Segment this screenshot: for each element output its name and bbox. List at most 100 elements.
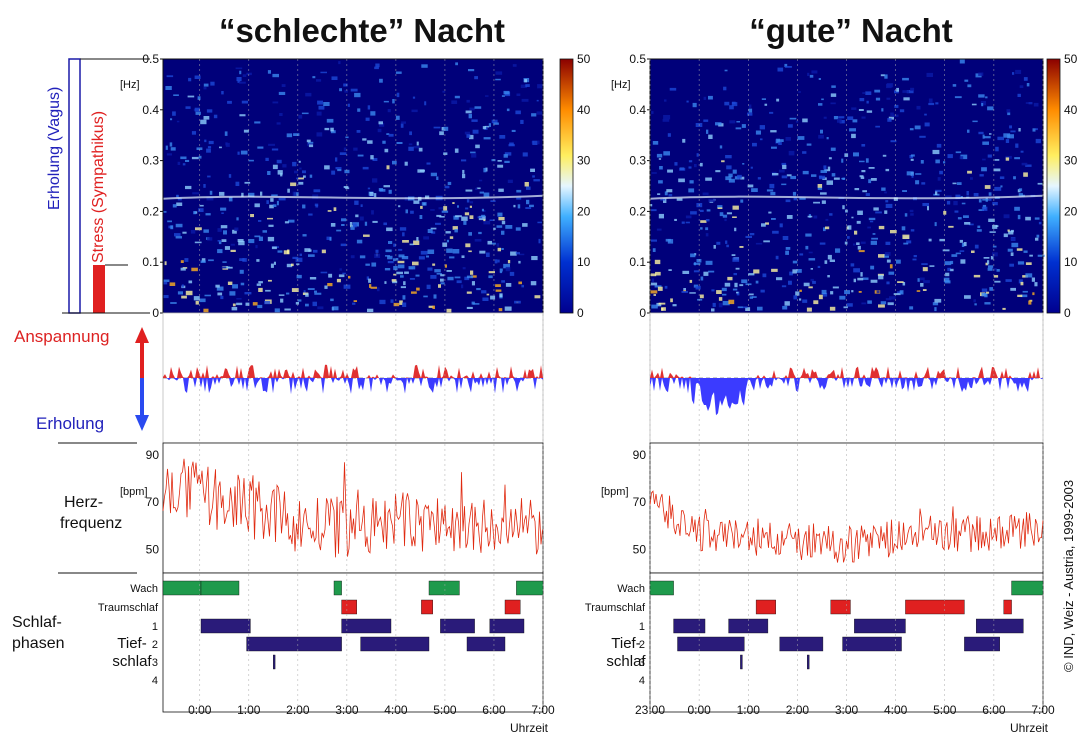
arrow-down-icon [135,415,149,431]
bpm-tick-1-0: 50 [633,542,647,556]
sleep-seg-0-3-1 [360,636,430,652]
spectrogram-bg-0 [163,59,543,313]
sleep-row-label-1-2: 1 [639,621,645,633]
hz-tick-0-5: 0.5 [142,52,159,66]
sleep-row-label-0-2: 1 [152,621,158,633]
sleep-seg-0-3-2 [466,636,506,652]
stress-area-0 [163,364,543,378]
bpm-unit-1: [bpm] [601,486,629,498]
vagus-label: Erholung (Vagus) [46,87,63,210]
sleep-row-label-0-5: 4 [152,675,158,687]
herzfrequenz-label-2: frequenz [60,515,122,532]
sleep-seg-0-0-3 [428,580,460,596]
sleep-seg-0-0-0 [162,580,202,596]
spectrogram-cells-0 [163,61,544,313]
sleep-seg-1-1-1 [830,599,851,615]
colorbar-tick-1-0: 0 [1064,306,1071,320]
sleep-seg-0-0-2 [333,580,342,596]
colorbar-tick-0-0: 0 [577,306,584,320]
hz-tick-1-2: 0.2 [629,204,646,218]
sleep-seg-0-2-1 [341,618,392,634]
schlafphasen-label-1: Schlaf- [12,614,62,631]
sleep-seg-0-3-0 [246,636,342,652]
sleep-seg-0-0-4 [516,580,544,596]
sleep-seg-1-1-3 [1003,599,1012,615]
sleep-seg-1-4-0 [740,654,743,670]
x-label-0: Uhrzeit [510,721,549,735]
sleep-seg-1-3-2 [842,636,902,652]
sleep-frame-0 [162,572,544,713]
bpm-tick-0-2: 90 [146,448,160,462]
sleep-seg-0-4-0 [273,654,276,670]
sympathikus-bar [93,265,105,313]
sleep-seg-0-2-0 [200,618,251,634]
erholung-label: Erholung [36,414,104,433]
colorbar-tick-1-4: 40 [1064,103,1078,117]
tiefschlaf-label-1-1: Tief- [611,635,640,652]
sleep-row-label-0-3: 2 [152,639,158,651]
x-label-1: Uhrzeit [1010,721,1049,735]
sleep-row-label-1-3: 2 [639,639,645,651]
charts: 00.10.20.30.40.5[Hz]01020304050507090[bp… [98,52,1078,735]
title-right: “gute” Nacht [749,12,953,49]
arrow-up-icon [135,327,149,343]
relax-area-1 [650,378,1043,416]
sympathikus-label: Stress (Sympathikus) [90,111,107,263]
sleep-row-label-1-1: Traumschlaf [585,602,646,614]
hz-tick-1-0: 0 [639,306,646,320]
hz-tick-1-5: 0.5 [629,52,646,66]
respiration-band-1 [649,194,1044,200]
sleep-seg-1-0-0 [649,580,674,596]
sleep-seg-0-1-0 [341,599,358,615]
hz-tick-0-0: 0 [152,306,159,320]
sleep-seg-1-3-3 [964,636,1000,652]
vagus-bar [68,58,81,314]
hz-tick-1-4: 0.4 [629,103,646,117]
bpm-unit-0: [bpm] [120,486,148,498]
colorbar-tick-1-1: 10 [1064,255,1078,269]
colorbar-1 [1046,58,1061,314]
hz-tick-1-3: 0.3 [629,154,646,168]
sleep-row-label-1-0: Wach [617,583,645,595]
sleep-seg-1-3-0 [677,636,745,652]
sleep-seg-0-2-3 [489,618,525,634]
hr-frame-1 [649,442,1044,574]
hz-tick-0-4: 0.4 [142,103,159,117]
hz-tick-0-3: 0.3 [142,154,159,168]
colorbar-tick-0-3: 30 [577,154,591,168]
sleep-seg-1-0-1 [1011,580,1044,596]
colorbar-tick-1-3: 30 [1064,154,1078,168]
copyright: © IND, Weiz - Austria, 1999-2003 [1061,480,1076,672]
title-left: “schlechte” Nacht [219,12,505,49]
colorbar-tick-0-4: 40 [577,103,591,117]
colorbar-0 [559,58,574,314]
colorbar-tick-0-1: 10 [577,255,591,269]
hr-line-0 [162,458,543,558]
schlafphasen-label-2: phasen [12,635,65,652]
hz-tick-1-1: 0.1 [629,255,646,269]
sleep-seg-1-3-1 [779,636,824,652]
bpm-tick-0-1: 70 [146,495,160,509]
hz-tick-0-1: 0.1 [142,255,159,269]
bpm-tick-0-0: 50 [146,542,160,556]
colorbar-tick-1-5: 50 [1064,52,1078,66]
sleep-row-label-0-1: Traumschlaf [98,602,159,614]
tiefschlaf-label-1-0: Tief- [117,635,146,652]
sleep-row-label-1-4: 3 [639,657,645,669]
sleep-seg-1-2-3 [975,618,1024,634]
anspannung-label: Anspannung [14,327,109,346]
spectrogram-cells-1 [650,59,1045,312]
sleep-seg-0-1-1 [421,599,433,615]
sleep-seg-0-2-2 [440,618,475,634]
respiration-band-0 [162,194,544,200]
colorbar-tick-0-5: 50 [577,52,591,66]
sleep-seg-1-2-0 [673,618,706,634]
tiefschlaf-label-2-1: schlaf [606,653,646,670]
hz-unit-1: [Hz] [611,79,631,91]
hr-frame-0 [162,442,544,574]
hz-unit-0: [Hz] [120,79,140,91]
sleep-row-label-0-0: Wach [130,583,158,595]
herzfrequenz-label-1: Herz- [64,494,103,511]
sleep-seg-0-1-2 [504,599,521,615]
